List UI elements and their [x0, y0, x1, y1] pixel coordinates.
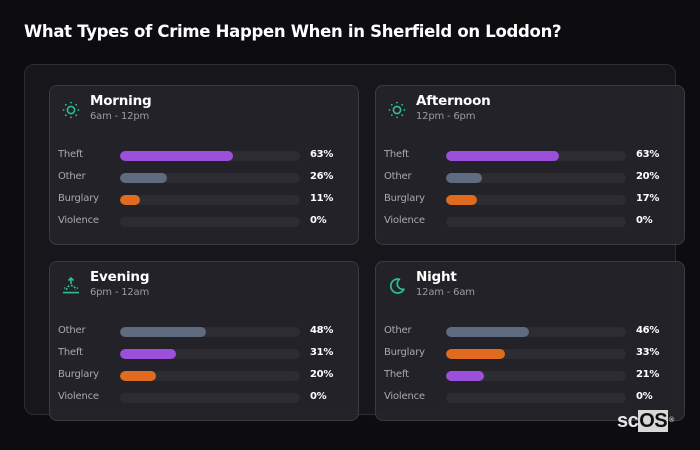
bar-fill	[446, 173, 482, 183]
crime-row-theft: Theft 21%	[384, 368, 674, 382]
bar-track	[120, 195, 300, 205]
card-title: Evening	[90, 269, 150, 285]
percentage-value: 20%	[310, 369, 334, 380]
bar-track	[446, 151, 626, 161]
percentage-value: 0%	[636, 391, 653, 402]
crime-row-theft: Theft 63%	[58, 148, 348, 162]
bar-fill	[120, 173, 167, 183]
card-time-range: 6pm - 12am	[90, 287, 150, 298]
crime-row-violence: Violence 0%	[58, 390, 348, 404]
percentage-value: 33%	[636, 347, 660, 358]
scos-watermark: scOS ®	[617, 410, 674, 432]
bar-track	[446, 327, 626, 337]
bar-fill	[446, 327, 529, 337]
card-time-range: 12pm - 6pm	[416, 111, 476, 122]
bar-fill	[120, 151, 234, 161]
percentage-value: 0%	[636, 215, 653, 226]
crime-row-burglary: Burglary 17%	[384, 192, 674, 206]
percentage-value: 0%	[310, 215, 327, 226]
crime-row-burglary: Burglary 33%	[384, 346, 674, 360]
crime-type-label: Theft	[384, 149, 409, 160]
crime-type-label: Violence	[58, 215, 99, 226]
crime-type-label: Other	[384, 325, 412, 336]
bar-fill	[446, 195, 477, 205]
percentage-value: 31%	[310, 347, 334, 358]
card-afternoon: Afternoon 12pm - 6pm Theft 63% Other 20% Bur…	[375, 85, 685, 245]
bar-track	[120, 327, 300, 337]
watermark-highlight: OS	[638, 410, 669, 432]
percentage-value: 0%	[310, 391, 327, 402]
crime-row-other: Other 48%	[58, 324, 348, 338]
card-morning: Morning 6am - 12pm Theft 63% Other 26% Burgl…	[49, 85, 359, 245]
crime-type-label: Violence	[58, 391, 99, 402]
watermark-prefix: sc	[617, 410, 639, 432]
card-time-range: 6am - 12pm	[90, 111, 150, 122]
crime-row-other: Other 20%	[384, 170, 674, 184]
card-night: Night 12am - 6am Other 46% Burglary 33% Thef…	[375, 261, 685, 421]
crime-type-label: Theft	[58, 347, 83, 358]
percentage-value: 48%	[310, 325, 334, 336]
bar-track	[446, 195, 626, 205]
card-time-range: 12am - 6am	[416, 287, 475, 298]
percentage-value: 46%	[636, 325, 660, 336]
crime-row-theft: Theft 31%	[58, 346, 348, 360]
crime-row-burglary: Burglary 20%	[58, 368, 348, 382]
moon-icon	[387, 276, 407, 296]
percentage-value: 26%	[310, 171, 334, 182]
bar-fill	[446, 349, 506, 359]
percentage-value: 63%	[636, 149, 660, 160]
crime-type-label: Burglary	[384, 347, 425, 358]
bar-track	[120, 173, 300, 183]
crime-row-violence: Violence 0%	[58, 214, 348, 228]
crime-type-label: Violence	[384, 215, 425, 226]
bar-track	[120, 349, 300, 359]
crime-type-label: Other	[58, 325, 86, 336]
percentage-value: 11%	[310, 193, 334, 204]
crime-type-label: Burglary	[58, 369, 99, 380]
bar-track	[446, 371, 626, 381]
registered-mark: ®	[669, 417, 674, 424]
crime-row-theft: Theft 63%	[384, 148, 674, 162]
card-title: Morning	[90, 93, 152, 109]
percentage-value: 17%	[636, 193, 660, 204]
bar-fill	[120, 349, 176, 359]
bar-track	[120, 371, 300, 381]
crime-row-other: Other 46%	[384, 324, 674, 338]
crime-row-violence: Violence 0%	[384, 390, 674, 404]
sun-icon	[61, 100, 81, 120]
bar-fill	[120, 195, 140, 205]
crime-type-label: Other	[58, 171, 86, 182]
crime-row-burglary: Burglary 11%	[58, 192, 348, 206]
crime-type-label: Other	[384, 171, 412, 182]
sun-icon	[387, 100, 407, 120]
bar-track	[446, 393, 626, 403]
bar-track	[120, 393, 300, 403]
bar-track	[120, 151, 300, 161]
bar-track	[446, 349, 626, 359]
bar-track	[446, 217, 626, 227]
crime-row-other: Other 26%	[58, 170, 348, 184]
bar-fill	[120, 371, 156, 381]
sunset-icon	[61, 276, 81, 296]
crime-type-label: Burglary	[58, 193, 99, 204]
page-title: What Types of Crime Happen When in Sherf…	[24, 22, 562, 41]
card-evening: Evening 6pm - 12am Other 48% Theft 31% Burgl…	[49, 261, 359, 421]
bar-fill	[446, 371, 484, 381]
crime-row-violence: Violence 0%	[384, 214, 674, 228]
bar-fill	[446, 151, 560, 161]
card-title: Afternoon	[416, 93, 491, 109]
percentage-value: 63%	[310, 149, 334, 160]
crime-type-label: Theft	[58, 149, 83, 160]
bar-fill	[120, 327, 207, 337]
crime-type-label: Burglary	[384, 193, 425, 204]
percentage-value: 21%	[636, 369, 660, 380]
card-title: Night	[416, 269, 457, 285]
percentage-value: 20%	[636, 171, 660, 182]
bar-track	[120, 217, 300, 227]
crime-type-label: Theft	[384, 369, 409, 380]
bar-track	[446, 173, 626, 183]
crime-type-label: Violence	[384, 391, 425, 402]
